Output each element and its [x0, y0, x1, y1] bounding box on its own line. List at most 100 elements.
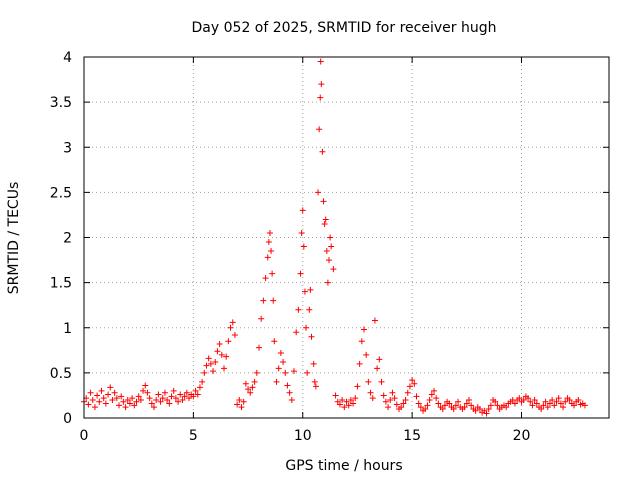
data-point	[218, 351, 225, 358]
data-point	[282, 369, 289, 376]
data-points	[81, 58, 588, 417]
data-point	[229, 319, 236, 326]
data-point	[529, 402, 536, 409]
data-point	[186, 395, 192, 402]
data-point	[557, 400, 564, 407]
data-point	[100, 395, 107, 402]
data-point	[538, 405, 545, 412]
data-point	[242, 380, 249, 387]
data-point	[87, 389, 94, 396]
y-tick-label: 1.5	[50, 276, 72, 292]
data-point	[124, 396, 131, 403]
data-point	[307, 286, 314, 293]
data-point	[265, 239, 272, 246]
data-point	[116, 402, 122, 409]
data-point	[172, 395, 179, 402]
data-point	[341, 404, 348, 411]
data-point	[164, 396, 171, 403]
data-point	[476, 405, 483, 412]
data-point	[142, 382, 149, 389]
data-point	[308, 333, 315, 340]
x-axis-label: GPS time / hours	[285, 458, 402, 474]
data-point	[324, 279, 331, 286]
x-tick-label: 0	[80, 428, 89, 444]
data-point	[350, 400, 357, 407]
data-point	[291, 368, 297, 375]
data-point	[140, 387, 147, 394]
data-point	[560, 404, 567, 411]
data-point	[371, 317, 378, 324]
data-point	[85, 401, 92, 408]
data-point	[286, 389, 293, 396]
data-point	[494, 402, 501, 409]
data-point	[269, 270, 276, 277]
data-point	[126, 400, 133, 407]
data-point	[400, 400, 407, 407]
data-point	[492, 398, 499, 405]
data-point	[260, 297, 267, 304]
data-point	[382, 398, 389, 405]
data-point	[196, 384, 203, 391]
plot-frame	[83, 56, 610, 419]
data-point	[298, 229, 305, 236]
data-point	[511, 400, 518, 407]
data-point	[428, 391, 435, 398]
data-point	[369, 395, 376, 402]
data-point	[238, 404, 245, 411]
data-point	[546, 400, 553, 407]
data-point	[253, 369, 260, 376]
data-point	[210, 368, 217, 375]
data-point	[96, 398, 103, 405]
data-point	[288, 396, 295, 403]
data-point	[284, 382, 291, 389]
data-point	[251, 378, 258, 385]
data-point	[168, 393, 175, 400]
data-point	[153, 396, 160, 403]
data-point	[161, 389, 168, 396]
data-point	[271, 338, 278, 345]
data-point	[551, 402, 558, 409]
data-point	[148, 400, 155, 407]
data-point	[240, 398, 247, 405]
data-point	[133, 398, 140, 405]
data-point	[146, 395, 153, 402]
y-tick-label: 4	[63, 50, 72, 66]
data-point	[323, 248, 330, 255]
data-point	[120, 398, 127, 405]
data-point	[581, 402, 588, 409]
data-point	[301, 288, 308, 295]
data-point	[135, 393, 142, 400]
data-point	[258, 315, 265, 322]
data-point	[122, 404, 129, 411]
data-point	[575, 396, 582, 403]
data-point	[385, 404, 392, 411]
data-point	[249, 384, 256, 391]
data-point	[516, 395, 523, 402]
data-point	[571, 402, 577, 409]
data-point	[212, 359, 219, 366]
x-tick-labels: 0 5 10 15 20	[80, 428, 531, 444]
data-point	[450, 405, 457, 412]
data-point	[485, 405, 492, 412]
data-point	[175, 398, 182, 405]
data-point	[322, 216, 329, 223]
x-tick-label: 10	[294, 428, 312, 444]
data-point	[404, 389, 411, 396]
data-point	[544, 404, 551, 411]
data-point	[387, 396, 394, 403]
data-point	[332, 392, 339, 399]
data-point	[275, 365, 282, 372]
y-tick-label: 3	[63, 140, 72, 156]
data-point	[221, 365, 227, 372]
data-point	[319, 148, 326, 155]
data-point	[207, 360, 214, 367]
data-point	[157, 398, 164, 405]
data-point	[295, 306, 302, 313]
data-point	[304, 369, 311, 376]
data-point	[194, 391, 201, 398]
data-point	[303, 324, 310, 331]
data-point	[105, 391, 112, 398]
axis-ticks	[83, 56, 609, 419]
data-point	[327, 234, 334, 241]
